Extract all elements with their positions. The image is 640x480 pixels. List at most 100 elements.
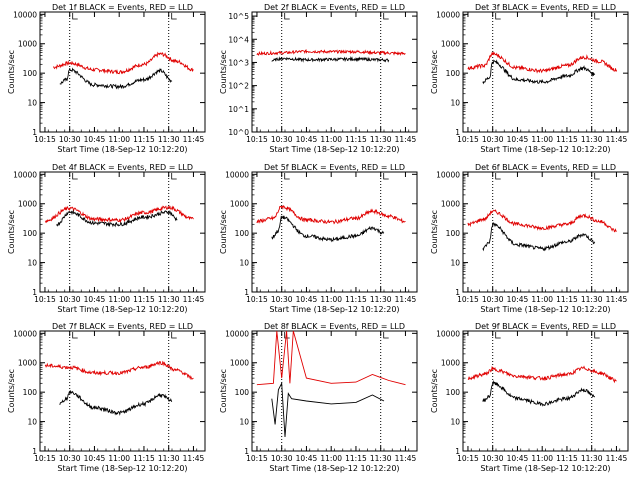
interval-bracket bbox=[383, 173, 389, 180]
panel-2: Det 2f BLACK = Events, RED = LLD 10^0 10^1… bbox=[219, 3, 418, 154]
panel-title: Det 1f BLACK = Events, RED = LLD bbox=[52, 3, 193, 12]
series-lld-red bbox=[467, 365, 617, 384]
y-tick-label: 10 bbox=[27, 99, 37, 108]
x-tick-label: 10:15 bbox=[457, 135, 479, 144]
interval-bracket bbox=[171, 332, 177, 339]
y-tick-label: 1000 bbox=[441, 200, 460, 209]
x-tick-label: 10:45 bbox=[84, 454, 106, 463]
panel-title: Det 3f BLACK = Events, RED = LLD bbox=[475, 3, 616, 12]
y-tick-label: 1000 bbox=[18, 359, 37, 368]
x-tick-label: 10:30 bbox=[59, 135, 81, 144]
interval-bracket bbox=[284, 173, 290, 180]
x-tick-label: 10:30 bbox=[482, 135, 504, 144]
x-tick-label: 10:45 bbox=[296, 295, 318, 304]
y-tick-label: 10^2 bbox=[228, 82, 249, 91]
x-tick-label: 11:45 bbox=[606, 135, 628, 144]
x-tick-label: 10:45 bbox=[507, 135, 529, 144]
series-events-black bbox=[56, 209, 178, 228]
y-tick-label: 10000 bbox=[13, 10, 37, 19]
panel-7: Det 7f BLACK = Events, RED = LLD 1 10 100 10… bbox=[7, 322, 206, 473]
y-tick-label: 10 bbox=[450, 259, 460, 268]
y-tick-label: 100 bbox=[446, 229, 461, 238]
y-tick-label: 1000 bbox=[441, 40, 460, 49]
y-tick-label: 100 bbox=[235, 229, 250, 238]
y-tick-label: 10 bbox=[450, 99, 460, 108]
y-tick-label: 10 bbox=[27, 259, 37, 268]
x-tick-label: 11:30 bbox=[158, 135, 180, 144]
x-tick-label: 11:00 bbox=[108, 135, 130, 144]
interval-bracket bbox=[72, 173, 78, 180]
x-tick-label: 11:15 bbox=[556, 135, 578, 144]
interval-bracket bbox=[171, 173, 177, 180]
y-axis-title: Counts/sec bbox=[430, 369, 439, 413]
x-tick-label: 10:15 bbox=[457, 454, 479, 463]
series-lld-red bbox=[467, 51, 617, 74]
y-axis-title: Counts/sec bbox=[219, 210, 228, 254]
interval-bracket bbox=[495, 13, 501, 20]
x-tick-label: 11:30 bbox=[581, 295, 603, 304]
x-tick-label: 11:30 bbox=[370, 295, 392, 304]
x-tick-label: 10:30 bbox=[271, 295, 293, 304]
x-tick-label: 11:15 bbox=[345, 135, 367, 144]
y-tick-label: 10000 bbox=[225, 329, 249, 338]
interval-bracket bbox=[284, 13, 290, 20]
series-lld-red bbox=[467, 209, 617, 233]
x-axis-title: Start Time (18-Sep-12 10:12:20) bbox=[57, 145, 187, 154]
series-events-black bbox=[482, 380, 596, 407]
series-events-black bbox=[271, 56, 390, 63]
interval-bracket bbox=[594, 173, 600, 180]
panel-title: Det 5f BLACK = Events, RED = LLD bbox=[264, 163, 405, 172]
plot-frame bbox=[39, 171, 206, 293]
panel-title: Det 9f BLACK = Events, RED = LLD bbox=[475, 322, 616, 331]
x-tick-label: 10:45 bbox=[507, 295, 529, 304]
x-tick-label: 10:30 bbox=[59, 454, 81, 463]
y-tick-label: 10 bbox=[450, 418, 460, 427]
interval-bracket bbox=[383, 332, 389, 339]
y-tick-label: 10000 bbox=[436, 329, 460, 338]
x-tick-label: 11:15 bbox=[133, 135, 155, 144]
interval-bracket bbox=[72, 13, 78, 20]
x-tick-label: 10:45 bbox=[296, 454, 318, 463]
x-tick-label: 11:00 bbox=[108, 454, 130, 463]
y-tick-label: 1 bbox=[455, 288, 460, 297]
y-tick-label: 100 bbox=[235, 388, 250, 397]
x-tick-label: 11:45 bbox=[183, 454, 205, 463]
x-tick-label: 10:15 bbox=[34, 454, 56, 463]
x-tick-label: 11:30 bbox=[370, 135, 392, 144]
x-tick-label: 11:00 bbox=[320, 135, 342, 144]
y-tick-label: 1000 bbox=[230, 200, 249, 209]
y-tick-label: 1 bbox=[32, 128, 37, 137]
panel-title: Det 8f BLACK = Events, RED = LLD bbox=[264, 322, 405, 331]
x-tick-label: 11:30 bbox=[370, 454, 392, 463]
series-events-black bbox=[482, 59, 596, 85]
x-tick-label: 11:45 bbox=[183, 295, 205, 304]
x-tick-label: 11:45 bbox=[183, 135, 205, 144]
panel-4: Det 4f BLACK = Events, RED = LLD 1 10 100 10… bbox=[7, 163, 206, 314]
x-tick-label: 11:00 bbox=[531, 135, 553, 144]
y-tick-label: 100 bbox=[23, 229, 38, 238]
interval-bracket bbox=[383, 13, 389, 20]
x-tick-label: 10:15 bbox=[246, 135, 268, 144]
x-tick-label: 11:00 bbox=[320, 454, 342, 463]
interval-bracket bbox=[495, 332, 501, 339]
x-tick-label: 11:00 bbox=[531, 454, 553, 463]
panel-9: Det 9f BLACK = Events, RED = LLD 1 10 100 10… bbox=[430, 322, 629, 473]
series-events-black bbox=[271, 381, 385, 438]
x-tick-label: 11:30 bbox=[581, 135, 603, 144]
x-tick-label: 11:15 bbox=[556, 295, 578, 304]
x-axis-title: Start Time (18-Sep-12 10:12:20) bbox=[269, 145, 399, 154]
y-axis-title: Counts/sec bbox=[7, 369, 16, 413]
y-tick-label: 10000 bbox=[13, 329, 37, 338]
y-axis-title: Counts/sec bbox=[7, 50, 16, 94]
x-axis-title: Start Time (18-Sep-12 10:12:20) bbox=[480, 145, 610, 154]
panel-title: Det 4f BLACK = Events, RED = LLD bbox=[52, 163, 193, 172]
y-tick-label: 100 bbox=[23, 69, 38, 78]
plot-frame bbox=[462, 11, 629, 133]
x-tick-label: 11:15 bbox=[556, 454, 578, 463]
x-tick-label: 10:30 bbox=[482, 454, 504, 463]
y-tick-label: 1 bbox=[32, 288, 37, 297]
x-tick-label: 10:30 bbox=[271, 454, 293, 463]
y-tick-label: 1000 bbox=[441, 359, 460, 368]
y-tick-label: 1000 bbox=[230, 359, 249, 368]
